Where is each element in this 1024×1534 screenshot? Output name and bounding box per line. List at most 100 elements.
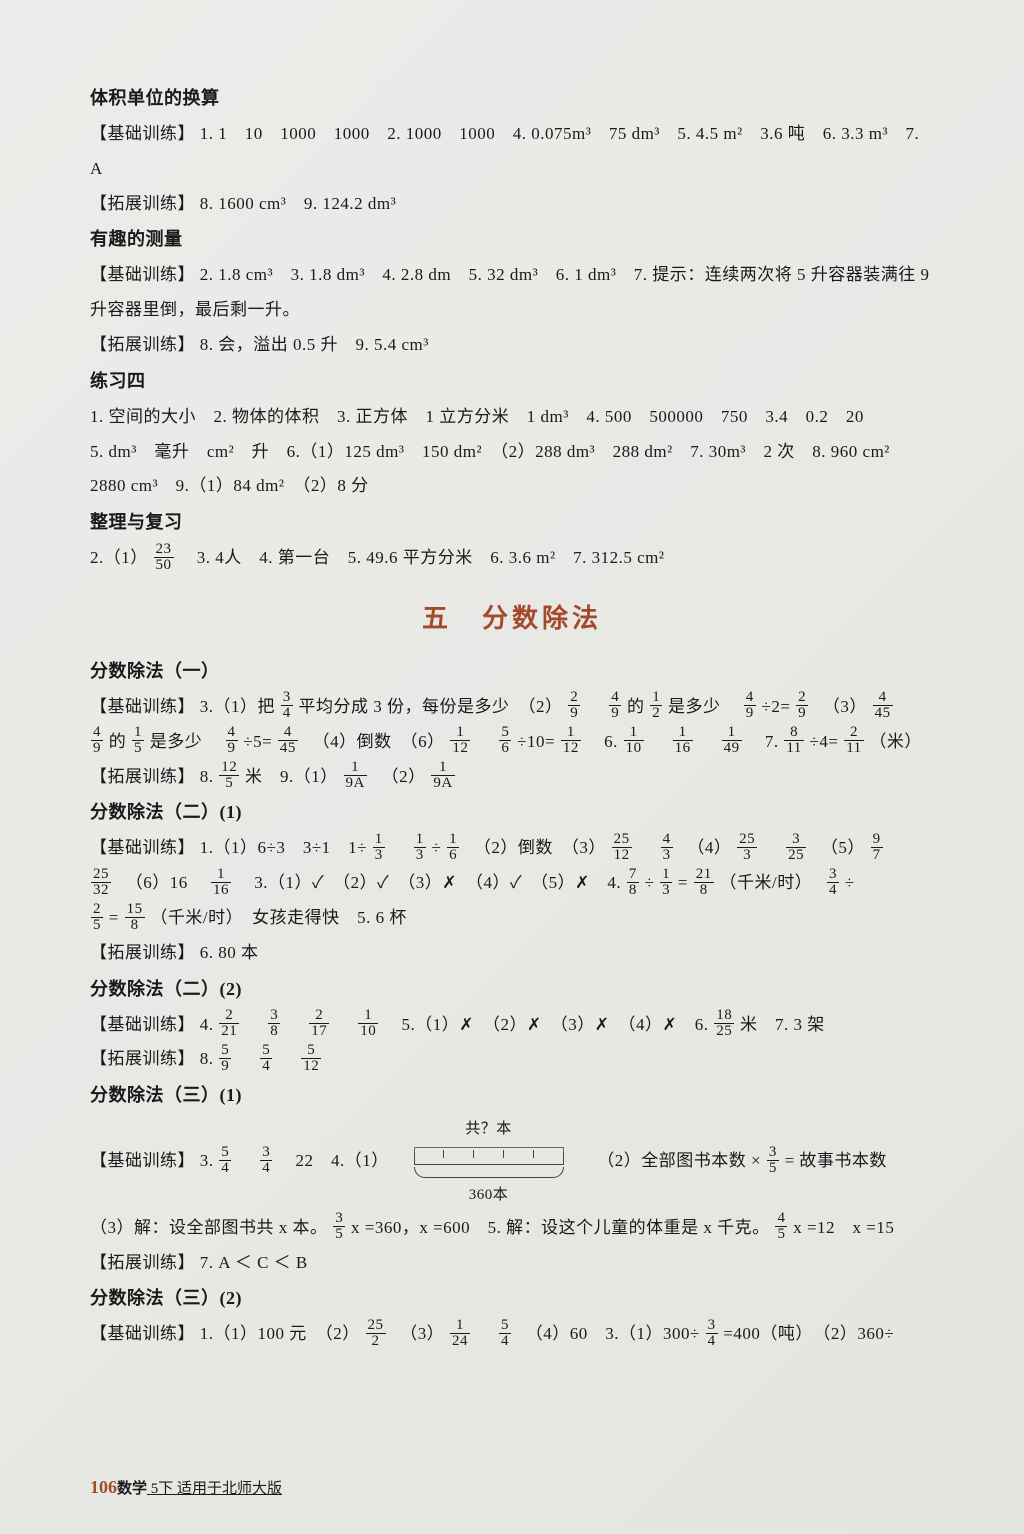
fraction: 116 [211,867,231,898]
fraction: 13 [660,867,672,898]
fraction: 49 [226,725,238,756]
fraction: 116 [673,725,693,756]
fraction: 13 [373,832,385,863]
fraction: 253 [737,832,757,863]
fraction: 1825 [714,1008,734,1039]
fraction: 54 [499,1318,511,1349]
label: 【拓展训练】 [90,194,195,213]
page: 体积单位的换算 【基础训练】 1. 1 10 1000 1000 2. 1000… [0,0,1024,1534]
answer-line: 25 = 158 （千米/时） 女孩走得快 5. 6 杯 [90,901,934,936]
answer-line: 【拓展训练】 6. 80 本 [90,936,934,971]
fraction: 49 [744,690,756,721]
answer-line: 【拓展训练】 8. 会，溢出 0.5 升 9. 5.4 cm³ [90,328,934,363]
fraction: 49 [91,725,103,756]
fraction: 59 [219,1043,231,1074]
label: 【拓展训练】 [90,1049,195,1068]
fraction: 34 [706,1318,718,1349]
fraction: 19A [344,760,367,791]
fraction: 35 [767,1145,779,1176]
fraction: 211 [844,725,863,756]
fraction: 13 [414,832,426,863]
section-title: 分数除法（一） [90,653,934,690]
label: 【基础训练】 [90,697,195,716]
fraction: 12 [650,690,662,721]
answer-line: 5. dm³ 毫升 cm² 升 6.（1）125 dm³ 150 dm² （2）… [90,435,934,505]
answer-line: 【拓展训练】 8. 1600 cm³ 9. 124.2 dm³ [90,187,934,222]
fraction: 54 [260,1043,272,1074]
fraction: 445 [873,690,893,721]
answer-line: （3）解：设全部图书共 x 本。 35 x =360，x =600 5. 解：设… [90,1211,934,1246]
fraction: 110 [624,725,644,756]
label: 【基础训练】 [90,838,195,857]
answer-line: 49 的 15 是多少 49 ÷5= 445 （4）倒数 （6） 112 56 … [90,725,934,760]
fraction: 78 [627,867,639,898]
fraction: 34 [827,867,839,898]
subject-label: 数学 [117,1481,147,1497]
label: 【基础训练】 [90,124,195,143]
edition-note: 5下 适用于北师大版 [147,1481,282,1497]
answer-line: 2532 （6）16 116 3.（1）✓ （2）✓ （3）✗ （4）✓ （5）… [90,866,934,901]
fraction: 512 [301,1043,321,1074]
fraction: 15 [132,725,144,756]
fraction: 325 [786,832,806,863]
fraction: 45 [775,1211,787,1242]
fraction: 2532 [91,867,111,898]
answer-line: 【基础训练】 1.（1）100 元 （2） 252 （3） 124 54 （4）… [90,1317,934,1352]
answer-line: 1. 空间的大小 2. 物体的体积 3. 正方体 1 立方分米 1 dm³ 4.… [90,400,934,435]
fraction: 34 [260,1145,272,1176]
fraction: 97 [871,832,883,863]
fraction: 445 [278,725,298,756]
fraction: 221 [219,1008,239,1039]
fraction: 19A [431,760,454,791]
answer-line: 【基础训练】 1. 1 10 1000 1000 2. 1000 1000 4.… [90,117,934,187]
label: 【拓展训练】 [90,767,195,786]
fraction: 29 [568,690,580,721]
text: 2.（1） [90,548,148,567]
section-title: 分数除法（二）(2) [90,971,934,1008]
answer-line: 【基础训练】 4. 221 38 217 110 5.（1）✗ （2）✗ （3）… [90,1008,934,1043]
section-title: 有趣的测量 [90,221,934,258]
answer-line: 【基础训练】 3. 54 34 22 4.（1） 共？本 360本 （2）全部图… [90,1114,934,1211]
label: 【基础训练】 [90,1015,195,1034]
section-title: 整理与复习 [90,504,934,541]
answer-line: 【拓展训练】 8. 59 54 512 [90,1042,934,1077]
content: 8. 1600 cm³ 9. 124.2 dm³ [200,194,396,213]
page-number: 106 [90,1477,117,1497]
page-footer: 106数学 5下 适用于北师大版 [90,1477,282,1498]
fraction: 2512 [612,832,632,863]
content: 1. 1 10 1000 1000 2. 1000 1000 4. 0.075m… [90,124,919,178]
fraction: 56 [499,725,511,756]
fraction: 49 [609,690,621,721]
fraction: 124 [450,1318,470,1349]
fraction: 34 [281,690,293,721]
fraction: 252 [366,1318,386,1349]
answer-line: 【基础训练】 3.（1）把 34 平均分成 3 份，每份是多少 （2） 29 4… [90,690,934,725]
answer-line: 【基础训练】 2. 1.8 cm³ 3. 1.8 dm³ 4. 2.8 dm 5… [90,258,934,328]
fraction: 158 [125,902,145,933]
section-title: 分数除法（三）(2) [90,1280,934,1317]
section-title: 练习四 [90,363,934,400]
fraction: 2350 [154,542,174,573]
label: 【拓展训练】 [90,943,195,962]
label: 【拓展训练】 [90,335,195,354]
label: 【拓展训练】 [90,1253,195,1272]
answer-line: 【拓展训练】 7. A ＜ C ＜ B [90,1246,934,1281]
label: 【基础训练】 [90,1324,195,1343]
fraction: 25 [91,902,103,933]
text: 3. 4人 4. 第一台 5. 49.6 平方分米 6. 3.6 m² 7. 3… [179,548,664,567]
label: 【基础训练】 [90,265,195,284]
fraction: 125 [219,760,239,791]
fraction: 29 [796,690,808,721]
fraction: 110 [358,1008,378,1039]
label: 【基础训练】 [90,1151,195,1170]
tape-diagram: 共？本 360本 [404,1114,574,1211]
section-title: 分数除法（三）(1) [90,1077,934,1114]
section-title: 分数除法（二）(1) [90,794,934,831]
content: 8. 会，溢出 0.5 升 9. 5.4 cm³ [200,335,429,354]
section-title: 体积单位的换算 [90,80,934,117]
fraction: 54 [219,1145,231,1176]
fraction: 112 [561,725,581,756]
chapter-title: 五 分数除法 [90,598,934,635]
answer-line: 2.（1） 2350 3. 4人 4. 第一台 5. 49.6 平方分米 6. … [90,541,934,576]
fraction: 38 [268,1008,280,1039]
